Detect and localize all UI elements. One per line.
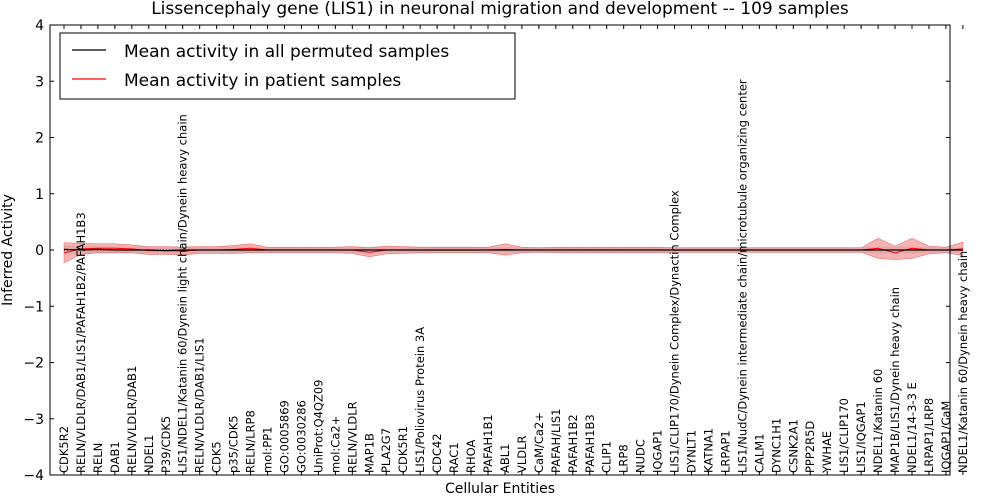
x-tick-label: CDC42 [430, 433, 444, 473]
x-tick-label: NUDC [634, 439, 648, 473]
y-tick-label: 0 [35, 243, 44, 259]
x-tick-label: IQGAP1 [651, 430, 665, 473]
y-tick-label: 4 [35, 18, 44, 34]
y-tick-label: −3 [23, 412, 44, 428]
x-tick-label: VLDLR [515, 435, 529, 473]
legend-label-permuted: Mean activity in all permuted samples [124, 42, 449, 62]
x-tick-label: p35/CDK5 [227, 415, 241, 473]
x-tick-label: PPP2R5D [803, 421, 817, 473]
x-tick-label: LRPAP1 [718, 430, 732, 473]
y-tick-label: −2 [23, 356, 44, 372]
legend: Mean activity in all permuted samples Me… [59, 32, 516, 100]
x-tick-label: RHOA [464, 440, 478, 473]
x-tick-label: IQGAP1/CaM [939, 401, 953, 473]
x-tick-label: PAFAH1B1 [481, 414, 495, 473]
x-tick-label: LIS1/CLIP170 [837, 398, 851, 473]
x-tick-label: PAFAH1B3 [583, 414, 597, 473]
x-tick-label: MAP1B/LIS1/Dynein heavy chain [888, 287, 902, 473]
y-axis-label: Inferred Activity [0, 194, 16, 306]
legend-label-patient: Mean activity in patient samples [124, 71, 401, 91]
x-tick-label: CDK5R2 [57, 426, 71, 473]
x-axis: CDK5R2 RELN/VLDLR/DAB1/LIS1/PAFAH1B2/PAFA… [57, 25, 970, 475]
y-tick-label: −1 [23, 299, 44, 315]
x-tick-label: CLIP1 [600, 441, 614, 473]
y-tick-label: 3 [35, 74, 44, 90]
x-tick-label: PLA2G7 [379, 428, 393, 473]
x-tick-label: LRP8 [617, 444, 631, 473]
x-tick-label: DYNC1H1 [769, 418, 783, 473]
y-tick-label: −4 [23, 468, 44, 484]
x-tick-label: RELN [91, 443, 105, 473]
x-tick-label: CaM/Ca2+ [532, 412, 546, 473]
x-tick-label: PAFAH/LIS1 [549, 409, 563, 473]
y-tick-label: 1 [35, 187, 44, 203]
permuted-line [63, 248, 963, 252]
x-tick-label: CDK5 [210, 441, 224, 473]
x-tick-label: CALM1 [752, 433, 766, 473]
legend-box [59, 32, 516, 100]
y-axis: −4 −3 −2 −1 0 1 2 3 4 [23, 18, 950, 484]
x-tick-label: NDEL1/14-3-3 E [905, 382, 919, 473]
x-tick-label: RELN/VLDLR [345, 401, 359, 473]
x-tick-label: UniProt:Q4QZ09 [311, 380, 325, 473]
x-tick-label: RAC1 [447, 442, 461, 473]
x-tick-label: P39/CDK5 [159, 416, 173, 473]
x-tick-label: RELN/LRP8 [244, 410, 258, 473]
chart-title: Lissencephaly gene (LIS1) in neuronal mi… [151, 0, 849, 19]
x-tick-label: NDEL1/Katanin 60 [871, 369, 885, 473]
x-tick-label: PAFAH1B2 [566, 414, 580, 473]
x-tick-label: GO:0030286 [294, 400, 308, 473]
x-tick-label: MAP1B [362, 433, 376, 473]
x-tick-label: ABL1 [498, 444, 512, 473]
x-tick-label: DAB1 [108, 441, 122, 473]
x-tick-label: mol:PP1 [261, 427, 275, 474]
x-tick-label: NDEL1/Katanin 60/Dynein heavy chain [956, 251, 970, 473]
x-tick-label: KATNA1 [701, 428, 715, 473]
x-tick-label: LRPAP1/LRP8 [922, 398, 936, 473]
x-tick-label: LIS1/NudC/Dynein intermediate chain/micr… [735, 79, 749, 473]
plot-frame [49, 24, 951, 476]
series-lines [63, 247, 963, 254]
x-tick-label: YWHAE [820, 431, 834, 474]
x-tick-label: RELN/VLDLR/DAB1 [125, 366, 139, 473]
x-tick-label: mol:Ca2+ [328, 416, 342, 473]
y-tick-label: 2 [35, 131, 44, 147]
x-tick-label: RELN/VLDLR/DAB1/LIS1 [193, 337, 207, 473]
x-tick-label: LIS1/NDEL1/Katanin 60/Dynein light chain… [176, 114, 190, 473]
x-tick-label: DYNLT1 [685, 430, 699, 473]
x-tick-label: GO:0005869 [277, 400, 291, 473]
x-tick-label: CDK5R1 [396, 426, 410, 473]
x-tick-label: LIS1/Poliovirus Protein 3A [413, 327, 427, 473]
x-tick-label: LIS1/CLIP170/Dynein Complex/Dynactin Com… [668, 190, 682, 473]
x-axis-label: Cellular Entities [445, 481, 555, 497]
x-tick-label: NDEL1 [142, 435, 156, 473]
x-tick-label: LIS1/IQGAP1 [854, 401, 868, 473]
x-tick-label: RELN/VLDLR/DAB1/LIS1/PAFAH1B2/PAFAH1B3 [74, 212, 88, 473]
x-tick-label: CSNK2A1 [786, 419, 800, 473]
